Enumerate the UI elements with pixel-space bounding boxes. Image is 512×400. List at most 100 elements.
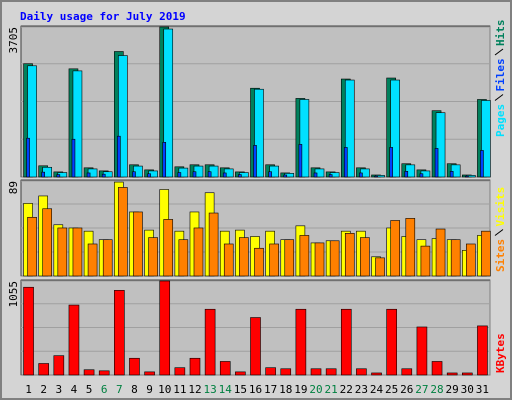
x-tick-label: 22 [340, 383, 353, 396]
bar [419, 173, 424, 178]
bar [254, 247, 264, 277]
bar [435, 112, 446, 178]
bar [174, 367, 186, 376]
bar [223, 243, 234, 277]
x-tick-label: 28 [430, 383, 443, 396]
bar [310, 368, 322, 376]
y-tick-label: 1055 [7, 281, 20, 308]
bar [118, 187, 128, 277]
legend-label: Files [494, 58, 507, 91]
x-tick-label: 11 [173, 383, 186, 396]
bar [207, 171, 212, 178]
legend-separator [494, 229, 504, 236]
bar [450, 239, 461, 277]
bar [329, 240, 340, 277]
bar [360, 237, 370, 277]
bar [56, 174, 61, 178]
x-tick-label: 5 [86, 383, 93, 396]
bar [86, 172, 91, 178]
bar [283, 174, 288, 178]
bar [72, 70, 83, 178]
bar [208, 212, 219, 277]
bar [177, 172, 182, 178]
legend-label: Sites [494, 239, 507, 272]
x-tick-label: 23 [355, 383, 368, 396]
bar [163, 28, 174, 178]
bar [449, 171, 454, 178]
x-tick-label: 16 [249, 383, 262, 396]
bar [420, 245, 431, 277]
bar [101, 173, 106, 178]
bar [114, 290, 125, 376]
bar [356, 368, 367, 376]
bar [41, 171, 45, 178]
bar [144, 371, 155, 376]
legend-separator [494, 94, 504, 101]
bar [38, 363, 49, 376]
x-tick-label: 21 [325, 383, 338, 396]
bar [466, 243, 476, 277]
x-tick-label: 6 [101, 383, 108, 396]
bar [298, 144, 303, 178]
bar [23, 286, 34, 376]
bar [132, 171, 136, 178]
bar [254, 88, 264, 178]
bar [265, 367, 276, 376]
x-tick-label: 26 [400, 383, 413, 396]
bar [27, 65, 37, 178]
x-tick-label: 12 [188, 383, 201, 396]
bar [405, 218, 416, 277]
bar [238, 174, 242, 178]
x-tick-label: 14 [219, 383, 233, 396]
bar [235, 371, 246, 376]
bar [57, 227, 68, 277]
bar [465, 175, 469, 178]
bar [68, 304, 80, 376]
bar [83, 369, 95, 376]
bar [340, 308, 352, 376]
bar [359, 172, 363, 178]
bar [162, 142, 167, 178]
x-tick-label: 8 [131, 383, 138, 396]
bar [462, 372, 473, 376]
bar [405, 164, 416, 178]
bar [390, 79, 400, 178]
bar [446, 372, 458, 376]
bar [192, 171, 197, 178]
bar [163, 219, 174, 277]
bar [299, 99, 310, 178]
bar [477, 325, 488, 376]
x-tick-label: 7 [116, 383, 123, 396]
bar [480, 150, 484, 178]
bar [147, 173, 151, 178]
y-tick-label: 89 [7, 181, 20, 194]
x-tick-label: 27 [415, 383, 428, 396]
bar [284, 239, 295, 277]
bar [431, 361, 443, 376]
bar [344, 79, 355, 178]
bar [117, 135, 121, 178]
bar [299, 235, 310, 277]
x-tick-label: 19 [294, 383, 307, 396]
bar [159, 280, 171, 376]
x-tick-label: 31 [476, 383, 489, 396]
bar [389, 147, 393, 178]
x-tick-label: 24 [370, 383, 384, 396]
bar [222, 172, 227, 178]
bar [239, 237, 249, 277]
bar [53, 355, 65, 376]
bar [416, 326, 428, 376]
bar [386, 308, 397, 376]
bar [42, 208, 52, 277]
x-tick-label: 4 [71, 383, 78, 396]
legend-label: Hits [494, 20, 507, 47]
x-tick-label: 1 [25, 383, 32, 396]
bar [343, 147, 348, 178]
bar [27, 216, 37, 277]
bar [434, 148, 439, 178]
x-tick-label: 9 [146, 383, 153, 396]
bar [87, 243, 98, 277]
bar [133, 211, 143, 277]
